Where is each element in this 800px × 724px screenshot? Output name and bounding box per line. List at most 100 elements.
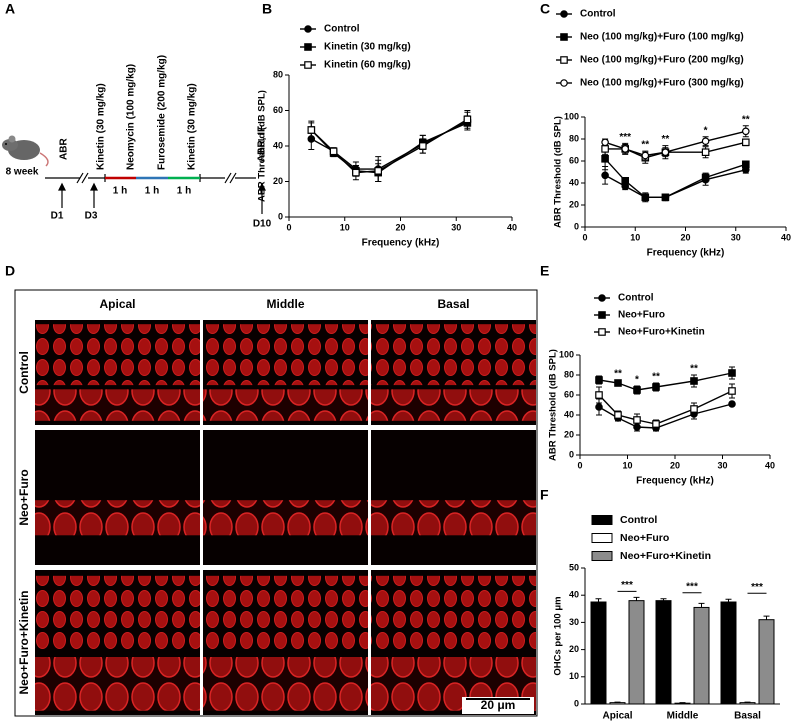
y-tick-label: 30	[569, 617, 579, 627]
x-tick-label: 40	[765, 460, 775, 470]
x-tick-label: 0	[286, 222, 291, 232]
column-label: Middle	[267, 297, 305, 311]
x-tick-label: 20	[670, 460, 680, 470]
micrograph-panel: D	[5, 263, 538, 717]
column-label: Apical	[99, 297, 135, 311]
legend-marker	[304, 25, 312, 33]
bar	[609, 702, 626, 705]
legend-marker	[598, 311, 606, 319]
event-label: Kinetin (30 mg/kg)	[96, 83, 107, 170]
day-label: D1	[51, 211, 64, 222]
event-label: Furosemide (200 mg/kg)	[157, 55, 168, 170]
legend-label: Control	[620, 514, 657, 526]
legend-label: Neo+Furo	[620, 532, 669, 544]
legend-label: Control	[580, 9, 616, 20]
y-axis-label: OHCs per 100 μm	[553, 596, 564, 675]
series-line	[310, 120, 468, 170]
duration-label: 1 h	[177, 186, 191, 197]
scale-bar-box	[462, 697, 534, 714]
marker	[601, 145, 609, 153]
marker	[595, 391, 603, 399]
marker	[661, 148, 670, 157]
legend-label: Neo (100 mg/kg)+Furo (200 mg/kg)	[580, 55, 744, 66]
legend-swatch	[591, 515, 613, 525]
x-tick-label: 10	[630, 232, 640, 242]
cell-band	[35, 389, 200, 421]
significance: **	[641, 140, 649, 151]
legend-swatch	[591, 551, 613, 561]
panel-label: D	[5, 263, 15, 279]
marker	[307, 126, 316, 134]
error-bar	[744, 701, 751, 703]
y-tick-label: 100	[559, 349, 574, 359]
legend-marker	[560, 10, 568, 18]
legend-label: Kinetin (30 mg/kg)	[324, 42, 411, 53]
cell-band	[371, 324, 536, 386]
y-tick-label: 10	[569, 671, 579, 681]
significance: **	[690, 364, 698, 375]
y-tick-label: 60	[569, 155, 579, 165]
marker	[661, 193, 670, 202]
day-label: D3	[85, 211, 98, 222]
error-bar	[763, 615, 770, 620]
error-bar	[725, 598, 732, 602]
cell-band	[371, 500, 536, 536]
y-tick-label: 0	[569, 449, 574, 459]
legend-marker	[560, 56, 568, 64]
panel-label: F	[540, 487, 549, 503]
series-line	[310, 118, 468, 174]
panel-label: E	[540, 263, 549, 279]
legend-marker	[560, 79, 568, 87]
marker	[601, 171, 609, 180]
x-tick-label: 20	[395, 222, 405, 232]
x-axis-label: Frequency (kHz)	[647, 248, 725, 259]
row-label: Control	[17, 351, 31, 394]
marker	[728, 369, 736, 377]
marker	[741, 160, 750, 169]
marker	[374, 167, 383, 175]
y-tick-label: 100	[564, 111, 579, 121]
duration-label: 1 h	[113, 186, 127, 197]
marker	[641, 193, 650, 202]
x-tick-label: 30	[731, 232, 741, 242]
marker	[690, 377, 698, 385]
marker	[601, 155, 609, 163]
y-tick-label: 80	[564, 369, 574, 379]
y-tick-label: 60	[564, 389, 574, 399]
legend-label: Neo+Furo+Kinetin	[618, 327, 705, 338]
error-bar	[633, 596, 640, 601]
micrograph	[371, 430, 536, 565]
bar	[674, 702, 691, 705]
marker	[329, 147, 338, 156]
day-arrows	[58, 182, 266, 214]
error-bar	[660, 598, 667, 601]
legend-label: Neo+Furo	[618, 310, 665, 321]
significance: ***	[686, 581, 698, 592]
event-label: Neomycin (100 mg/kg)	[126, 64, 137, 170]
marker	[652, 383, 660, 391]
significance: *	[704, 125, 708, 136]
significance: **	[652, 372, 660, 383]
x-tick-label: 40	[507, 222, 517, 232]
marker	[352, 168, 360, 177]
marker	[728, 387, 736, 395]
panel-label: C	[540, 1, 550, 17]
age-label: 8 week	[6, 167, 39, 178]
cell-band	[371, 575, 536, 650]
marker	[595, 403, 603, 411]
marker	[614, 379, 622, 387]
significance: **	[742, 114, 750, 125]
marker	[741, 138, 750, 147]
significance: ***	[621, 580, 633, 591]
x-tick-label: 0	[577, 460, 582, 470]
significance: *	[635, 375, 639, 386]
x-axis-label: Frequency (kHz)	[362, 238, 440, 249]
x-tick-label: 30	[717, 460, 727, 470]
error-bar	[595, 598, 602, 602]
marker	[741, 127, 750, 136]
y-tick-label: 0	[574, 221, 579, 231]
y-tick-label: 60	[273, 105, 283, 115]
cell-band	[35, 575, 200, 650]
cell-band	[371, 389, 536, 421]
